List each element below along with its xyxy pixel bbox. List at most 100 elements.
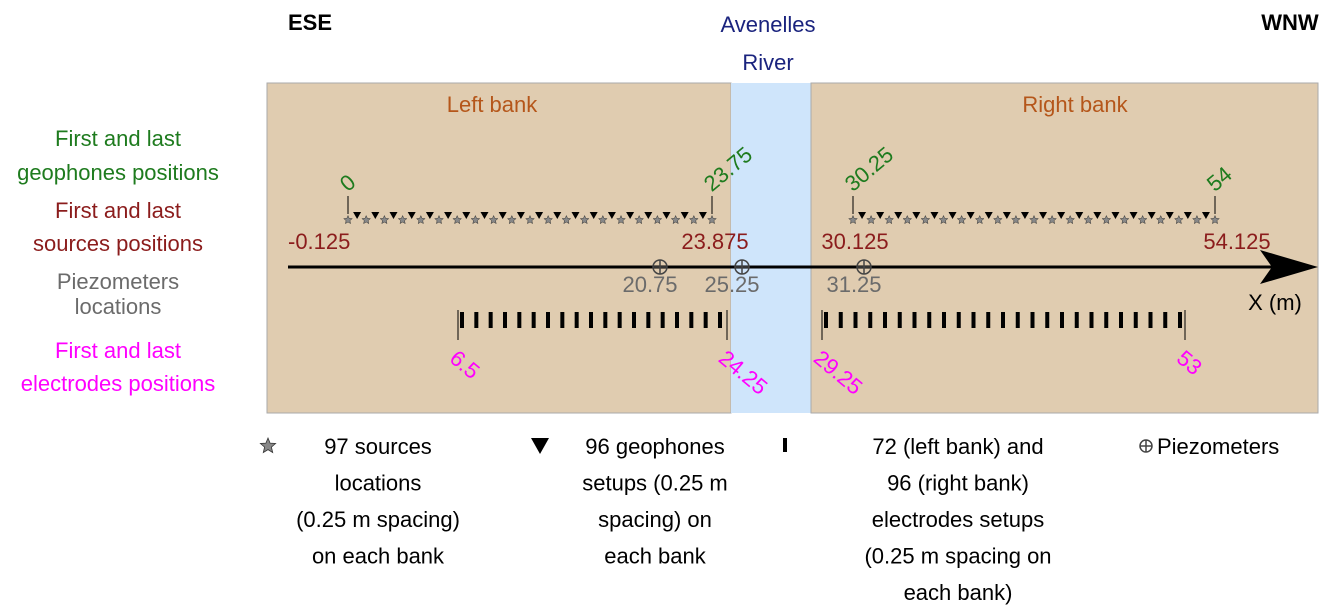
electrode [574, 312, 579, 328]
legend-text: each bank [604, 543, 707, 568]
legend-icon-source [259, 436, 277, 454]
source [1210, 214, 1220, 225]
source [920, 214, 931, 225]
electrode [560, 312, 565, 328]
piezometer-label: 20.75 [622, 272, 677, 297]
legend-text: 72 (left bank) and [872, 434, 1043, 459]
source [1065, 214, 1076, 225]
electrode [1178, 312, 1182, 328]
source [470, 214, 481, 225]
source [525, 214, 535, 225]
direction-right: WNW [1261, 10, 1319, 35]
geophone [1093, 212, 1102, 219]
electrode [660, 312, 665, 328]
geophone [876, 212, 885, 219]
electrode [1104, 312, 1109, 328]
electrode [868, 312, 873, 328]
electrode [1045, 312, 1050, 328]
electrode [589, 312, 593, 328]
source [1155, 214, 1166, 225]
side-label: electrodes positions [21, 371, 215, 396]
legend-text: each bank) [904, 580, 1013, 605]
legend-text: on each bank [312, 543, 445, 568]
side-label: geophones positions [17, 160, 219, 185]
geophone [662, 212, 671, 219]
geophone [984, 212, 993, 219]
electrode [853, 312, 858, 328]
axis-label: X (m) [1248, 290, 1302, 315]
electrode [1015, 312, 1020, 328]
geophone [535, 212, 544, 219]
right-bank-area [810, 82, 1319, 414]
geophone [1057, 212, 1066, 219]
source [848, 214, 858, 225]
electrode [897, 312, 902, 328]
legend-text: 96 geophones [585, 434, 724, 459]
electrode [912, 312, 917, 328]
source [652, 214, 663, 225]
side-label: sources positions [33, 231, 203, 256]
geophone [589, 212, 598, 219]
geophone [498, 212, 507, 219]
source [974, 214, 985, 225]
source [452, 214, 463, 225]
source [884, 214, 895, 225]
source [397, 214, 408, 225]
electrode [942, 312, 946, 328]
electrode [632, 312, 636, 328]
side-label: locations [75, 294, 162, 319]
geophone [1039, 212, 1048, 219]
electrode [824, 312, 828, 328]
electrode [675, 312, 679, 328]
source [902, 214, 913, 225]
electrode [617, 312, 622, 328]
geophone [858, 212, 867, 219]
geophone [353, 212, 362, 219]
geophone [444, 212, 453, 219]
electrode [1148, 312, 1153, 328]
electrode [517, 312, 522, 328]
electrode [689, 312, 694, 328]
electrode [1133, 312, 1138, 328]
electrode [927, 312, 932, 328]
electrode [883, 312, 887, 328]
electrode [531, 312, 536, 328]
geophone [912, 212, 921, 219]
electrode [1163, 312, 1168, 328]
source [379, 214, 390, 225]
legend-text: (0.25 m spacing on [864, 543, 1051, 568]
piezometer-label: 25.25 [704, 272, 759, 297]
source [488, 214, 499, 225]
source [1137, 214, 1148, 225]
geophone [553, 212, 562, 219]
source [434, 214, 444, 225]
side-label: First and last [55, 338, 181, 363]
direction-left: ESE [288, 10, 332, 35]
source [1047, 214, 1058, 225]
source [415, 214, 426, 225]
source [1191, 214, 1202, 225]
legend-text: 97 sources [324, 434, 432, 459]
electrode [460, 312, 464, 328]
source [992, 214, 1003, 225]
geophone [480, 212, 489, 219]
electrode [956, 312, 961, 328]
geophone [425, 212, 434, 219]
side-label: First and last [55, 126, 181, 151]
axis-arrow [1260, 250, 1318, 284]
side-label: Piezometers [57, 269, 179, 294]
geophone [966, 212, 975, 219]
electrode [1074, 312, 1079, 328]
geophone [1002, 212, 1011, 219]
geophone [698, 212, 707, 219]
geophone [930, 212, 939, 219]
geophone [948, 212, 957, 219]
source [579, 214, 590, 225]
electrode [1060, 312, 1064, 328]
electrode [488, 312, 493, 328]
source-label: 23.875 [681, 229, 748, 254]
geophone [1129, 212, 1138, 219]
legend-text: spacing) on [598, 507, 712, 532]
source-label: -0.125 [288, 229, 350, 254]
